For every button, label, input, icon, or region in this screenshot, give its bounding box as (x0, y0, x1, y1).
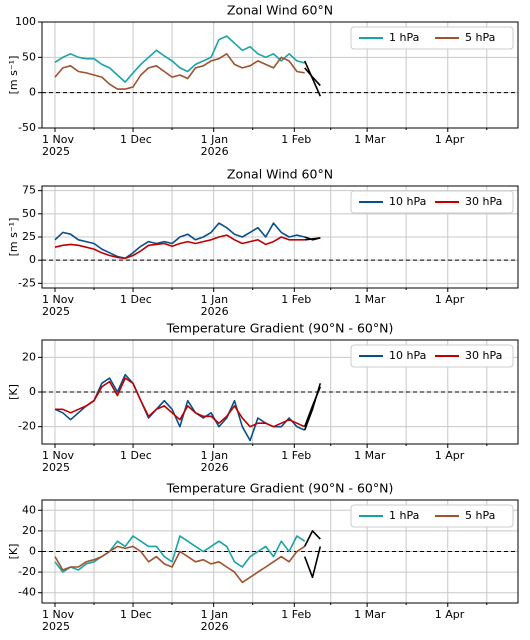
legend-box (350, 190, 514, 214)
legend-label: 1 hPa (389, 509, 419, 522)
x-tick-label: 1 Mar (354, 608, 386, 621)
series-line (304, 237, 321, 241)
chart-title: Zonal Wind 60°N (227, 3, 333, 18)
legend-label: 30 hPa (465, 195, 502, 208)
y-tick-label: 75 (22, 184, 36, 197)
x-tick-label: 1 Feb (281, 449, 312, 462)
x-tick-label: 1 Jan 2026 (200, 133, 229, 158)
y-tick-label: -40 (18, 586, 36, 599)
y-axis-label: [m s⁻¹] (7, 56, 20, 95)
legend-label: 30 hPa (465, 349, 502, 362)
series-line (54, 234, 305, 260)
series-line (303, 60, 322, 97)
x-tick-label: 1 Apr (434, 449, 465, 462)
x-tick-label: 1 Jan 2026 (200, 293, 229, 318)
legend-label: 5 hPa (465, 509, 495, 522)
y-axis-label: [K] (7, 384, 20, 400)
y-tick-label: 0 (29, 545, 36, 558)
y-axis-label: [m s⁻¹] (7, 218, 20, 257)
x-tick-label: 1 Feb (281, 293, 312, 306)
y-tick-label: 50 (22, 207, 36, 220)
y-tick-label: -50 (18, 121, 36, 134)
series-line (54, 35, 305, 83)
y-tick-label: 0 (29, 253, 36, 266)
y-tick-label: -25 (18, 276, 36, 289)
legend-box (350, 504, 514, 528)
legend-label: 10 hPa (389, 349, 426, 362)
y-tick-label: 25 (22, 230, 36, 243)
y-tick-label: 0 (29, 385, 36, 398)
x-tick-label: 1 Apr (434, 133, 465, 146)
series-line (304, 67, 321, 87)
x-tick-label: 1 Nov 2025 (42, 608, 74, 633)
y-tick-label: 50 (22, 50, 36, 63)
y-tick-label: -20 (18, 420, 36, 433)
chart-title: Temperature Gradient (90°N - 60°N) (166, 481, 394, 496)
plot-frame (41, 499, 519, 604)
series-line (54, 53, 305, 90)
plot-frame (41, 21, 519, 129)
series-line (54, 545, 306, 584)
plot-frame (41, 339, 519, 445)
x-tick-label: 1 Apr (434, 293, 465, 306)
legend-box (350, 26, 514, 50)
series-line (303, 546, 322, 579)
y-axis-label: [K] (7, 544, 20, 560)
x-tick-label: 1 Nov 2025 (42, 293, 74, 318)
series-line (55, 377, 306, 428)
x-tick-label: 1 Mar (354, 293, 386, 306)
x-tick-label: 1 Mar (354, 133, 386, 146)
y-tick-label: -20 (18, 565, 36, 578)
y-tick-label: 0 (29, 86, 36, 99)
y-tick-label: 40 (22, 503, 36, 516)
x-tick-label: 1 Dec (120, 293, 152, 306)
series-line (54, 535, 306, 573)
x-tick-label: 1 Nov 2025 (42, 449, 74, 474)
series-line (303, 530, 321, 547)
y-tick-label: 20 (22, 524, 36, 537)
series-line (303, 386, 322, 427)
x-tick-label: 1 Apr (434, 608, 465, 621)
x-tick-label: 1 Dec (120, 133, 152, 146)
legend-box (350, 344, 514, 368)
x-tick-label: 1 Dec (120, 608, 152, 621)
plot-frame (41, 185, 519, 289)
legend-label: 10 hPa (389, 195, 426, 208)
x-tick-label: 1 Feb (281, 133, 312, 146)
x-tick-label: 1 Nov 2025 (42, 133, 74, 158)
y-tick-label: 20 (22, 350, 36, 363)
legend-label: 1 hPa (389, 31, 419, 44)
legend-label: 5 hPa (465, 31, 495, 44)
y-tick-label: 100 (15, 15, 36, 28)
series-line (54, 222, 305, 260)
series-line (54, 373, 306, 442)
x-tick-label: 1 Mar (354, 449, 386, 462)
x-tick-label: 1 Dec (120, 449, 152, 462)
x-tick-label: 1 Jan 2026 (200, 449, 229, 474)
x-tick-label: 1 Jan 2026 (200, 608, 229, 633)
x-tick-label: 1 Feb (281, 608, 312, 621)
chart-title: Temperature Gradient (90°N - 60°N) (166, 321, 394, 336)
chart-title: Zonal Wind 60°N (227, 167, 333, 182)
